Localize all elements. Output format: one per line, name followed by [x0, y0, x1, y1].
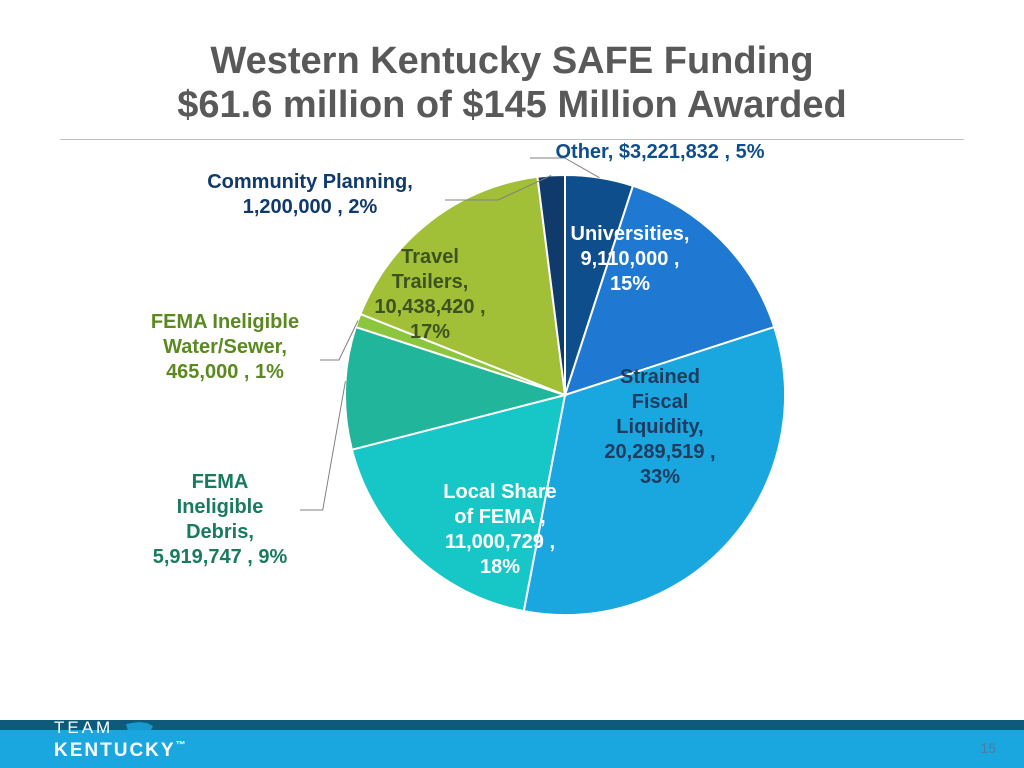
leader-lines	[0, 140, 1024, 700]
label-trailers: Travel Trailers, 10,438,420 , 17%	[340, 245, 520, 345]
label-other: Other, $3,221,832 , 5%	[490, 140, 830, 165]
page-number: 15	[980, 740, 996, 756]
label-debris: FEMA Ineligible Debris, 5,919,747 , 9%	[130, 470, 310, 570]
title-line-2: $61.6 million of $145 Million Awarded	[0, 84, 1024, 128]
leader-line	[445, 176, 551, 201]
page-title: Western Kentucky SAFE Funding $61.6 mill…	[0, 0, 1024, 127]
logo-line-2: KENTUCKY™	[54, 740, 188, 762]
title-line-1: Western Kentucky SAFE Funding	[0, 40, 1024, 84]
label-strained: Strained Fiscal Liquidity, 20,289,519 , …	[560, 365, 760, 490]
label-planning: Community Planning, 1,200,000 , 2%	[170, 170, 450, 220]
label-watersewer: FEMA Ineligible Water/Sewer, 465,000 , 1…	[125, 310, 325, 385]
footer: TEAM KENTUCKY™ 15	[0, 698, 1024, 768]
logo-line-1: TEAM	[54, 718, 113, 737]
kentucky-shape-icon	[125, 720, 155, 740]
label-universities: Universities, 9,110,000 , 15%	[540, 222, 720, 297]
team-kentucky-logo: TEAM KENTUCKY™	[54, 718, 188, 762]
pie-chart-area: Other, $3,221,832 , 5% Universities, 9,11…	[0, 140, 1024, 700]
label-localshare: Local Share of FEMA , 11,000,729 , 18%	[400, 480, 600, 580]
